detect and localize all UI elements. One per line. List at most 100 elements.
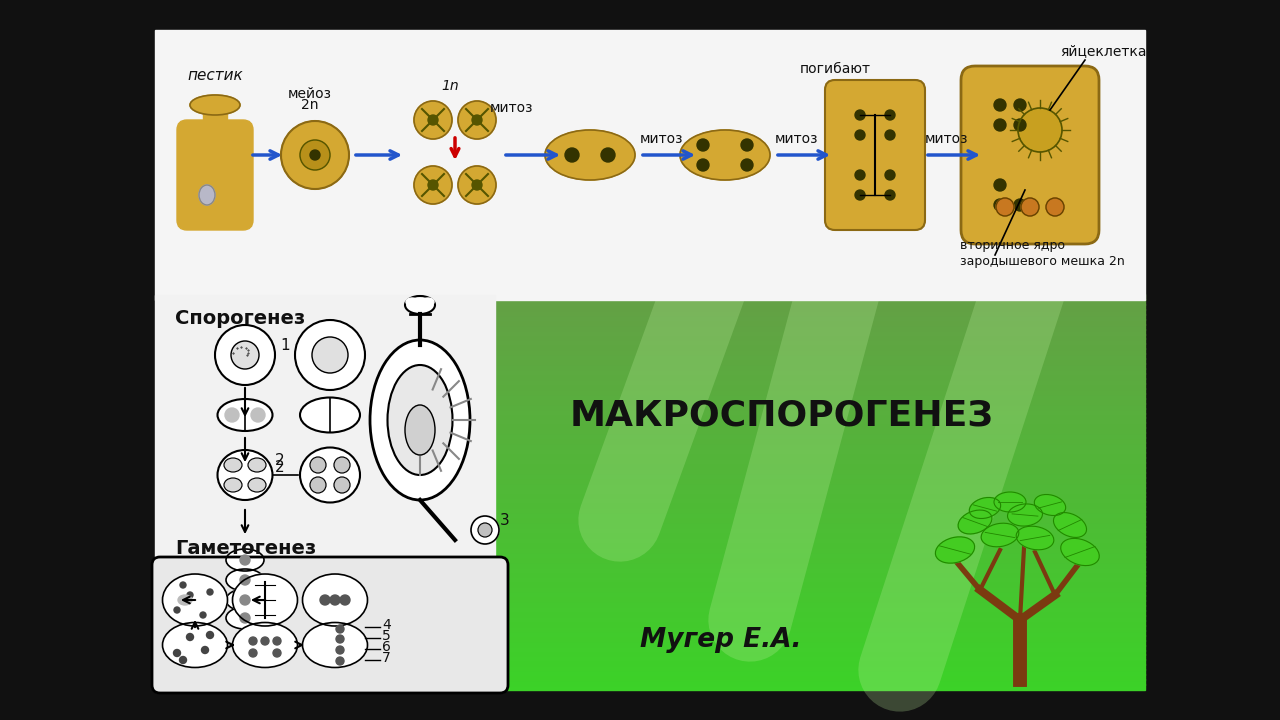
Circle shape — [1018, 108, 1062, 152]
FancyBboxPatch shape — [961, 66, 1100, 244]
Circle shape — [241, 555, 250, 565]
Ellipse shape — [458, 166, 497, 204]
Ellipse shape — [163, 623, 228, 667]
Circle shape — [241, 575, 250, 585]
Bar — [480, 482, 1146, 487]
Text: вторичное ядро
зародышевого мешка 2n: вторичное ядро зародышевого мешка 2n — [960, 239, 1125, 268]
Bar — [480, 319, 1146, 325]
Bar — [480, 348, 1146, 354]
Bar — [480, 457, 1146, 463]
Circle shape — [335, 646, 344, 654]
Bar — [480, 487, 1146, 492]
Bar — [155, 30, 1146, 300]
Bar — [480, 462, 1146, 468]
Circle shape — [215, 325, 275, 385]
Circle shape — [428, 180, 438, 190]
Bar — [480, 551, 1146, 557]
Circle shape — [334, 477, 349, 493]
Text: 2n: 2n — [301, 98, 319, 112]
Ellipse shape — [1061, 539, 1100, 566]
Bar — [480, 654, 1146, 660]
Circle shape — [230, 341, 259, 369]
Bar — [480, 328, 1146, 335]
Bar — [480, 338, 1146, 344]
Bar — [480, 423, 1146, 428]
Bar — [480, 447, 1146, 453]
Bar — [480, 516, 1146, 522]
Circle shape — [312, 337, 348, 373]
Ellipse shape — [233, 574, 297, 626]
Ellipse shape — [406, 298, 419, 306]
Ellipse shape — [388, 365, 453, 475]
Ellipse shape — [302, 623, 367, 667]
Circle shape — [741, 159, 753, 171]
Text: яйцеклетка: яйцеклетка — [1060, 44, 1147, 58]
Ellipse shape — [300, 140, 330, 170]
Bar — [480, 679, 1146, 685]
Bar — [480, 388, 1146, 394]
Bar — [480, 392, 1146, 399]
Bar — [480, 472, 1146, 477]
Circle shape — [320, 595, 330, 605]
Ellipse shape — [936, 537, 974, 563]
Text: МАКРОСПОРОГЕНЕЗ: МАКРОСПОРОГЕНЕЗ — [570, 398, 995, 432]
Bar — [480, 314, 1146, 320]
Text: 2: 2 — [275, 460, 284, 475]
Circle shape — [884, 130, 895, 140]
Ellipse shape — [680, 130, 771, 180]
Ellipse shape — [370, 340, 470, 500]
Circle shape — [294, 320, 365, 390]
Ellipse shape — [959, 510, 992, 534]
Circle shape — [179, 657, 187, 664]
Circle shape — [340, 595, 349, 605]
Ellipse shape — [969, 498, 1001, 518]
Bar — [480, 368, 1146, 374]
Bar — [480, 536, 1146, 542]
Circle shape — [884, 110, 895, 120]
Ellipse shape — [227, 569, 264, 591]
Ellipse shape — [218, 399, 273, 431]
Text: 2: 2 — [275, 453, 284, 468]
Circle shape — [250, 637, 257, 645]
Ellipse shape — [227, 607, 264, 629]
Ellipse shape — [413, 166, 452, 204]
Ellipse shape — [227, 549, 264, 571]
Bar — [480, 610, 1146, 616]
Bar — [480, 531, 1146, 537]
Bar — [480, 333, 1146, 339]
Ellipse shape — [1053, 513, 1087, 537]
Bar — [480, 665, 1146, 670]
Circle shape — [241, 595, 250, 605]
Bar — [480, 432, 1146, 438]
Circle shape — [698, 139, 709, 151]
Circle shape — [174, 607, 180, 613]
Ellipse shape — [224, 478, 242, 492]
Bar — [480, 427, 1146, 433]
Bar — [480, 674, 1146, 680]
Bar — [480, 323, 1146, 330]
Bar — [480, 526, 1146, 532]
Circle shape — [428, 115, 438, 125]
Bar — [480, 541, 1146, 546]
Ellipse shape — [1007, 504, 1042, 526]
Ellipse shape — [404, 405, 435, 455]
Bar — [480, 605, 1146, 611]
Bar — [155, 295, 495, 690]
Circle shape — [241, 613, 250, 623]
Text: 7: 7 — [381, 651, 390, 665]
Circle shape — [995, 199, 1006, 211]
Circle shape — [187, 592, 193, 598]
Text: 6: 6 — [381, 640, 390, 654]
Bar — [480, 402, 1146, 408]
Bar — [480, 294, 1146, 300]
Bar — [480, 299, 1146, 305]
Circle shape — [996, 198, 1014, 216]
Bar — [480, 373, 1146, 379]
Bar — [480, 561, 1146, 567]
Bar — [480, 304, 1146, 310]
Ellipse shape — [995, 492, 1027, 512]
Bar — [480, 309, 1146, 315]
Bar — [480, 383, 1146, 389]
Ellipse shape — [300, 448, 360, 503]
Circle shape — [201, 647, 209, 654]
